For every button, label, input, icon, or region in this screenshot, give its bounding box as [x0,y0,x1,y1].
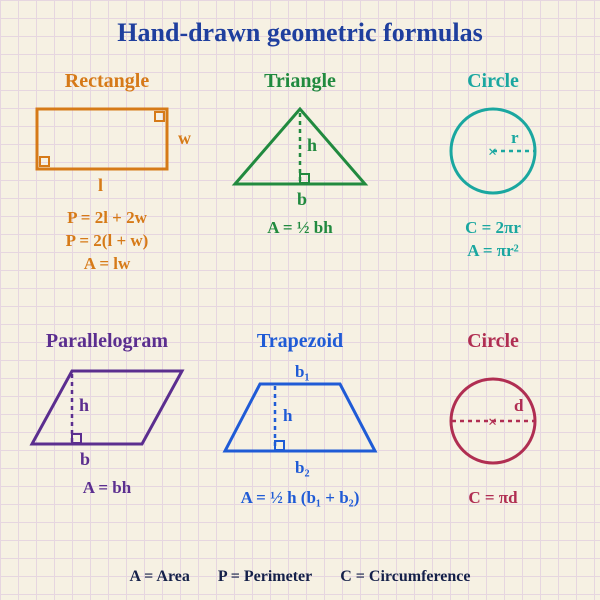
formula: A = πr² [398,240,588,263]
page-title: Hand-drawn geometric formulas [0,18,600,48]
formula: C = πd [398,487,588,510]
shape-circle-radius: Circle × r C = 2πr A = πr² [398,70,588,263]
legend-circumference: C = Circumference [340,568,470,585]
svg-text:r: r [511,128,519,147]
shape-circle-diameter: Circle × d C = πd [398,330,588,510]
svg-text:×: × [488,144,497,161]
parallelogram-figure: h b [17,359,197,469]
svg-text:l: l [98,175,103,195]
formula: A = ½ bh [205,217,395,240]
circle1-label: Circle [398,70,588,93]
shape-trapezoid: Trapezoid b₁ h b₂ A = ½ h (b₁ + b₂) [205,330,395,510]
circle2-label: Circle [398,330,588,353]
svg-text:h: h [307,135,317,155]
legend-perimeter: P = Perimeter [218,568,312,585]
svg-text:b: b [297,189,307,209]
parallelogram-label: Parallelogram [12,330,202,353]
circle2-figure: × d [418,359,568,479]
trapezoid-label: Trapezoid [205,330,395,353]
shape-parallelogram: Parallelogram h b A = bh [12,330,202,500]
circle1-formulas: C = 2πr A = πr² [398,217,588,263]
formula: P = 2(l + w) [12,230,202,253]
triangle-figure: h b [215,99,385,209]
formula: A = bh [12,477,202,500]
svg-text:h: h [79,395,89,415]
svg-text:b₁: b₁ [295,362,310,381]
formula: A = ½ h (b₁ + b₂) [205,487,395,510]
svg-text:b: b [80,449,90,469]
trapezoid-figure: b₁ h b₂ [205,359,395,479]
triangle-label: Triangle [205,70,395,93]
rectangle-figure: w l [22,99,192,199]
formula: A = lw [12,253,202,276]
triangle-formulas: A = ½ bh [205,217,395,240]
svg-text:b₂: b₂ [295,458,310,477]
legend-area: A = Area [129,568,189,585]
formula: P = 2l + 2w [12,207,202,230]
svg-text:×: × [488,414,497,431]
parallelogram-formulas: A = bh [12,477,202,500]
shape-rectangle: Rectangle w l P = 2l + 2w P = 2(l + w) A… [12,70,202,276]
circle1-figure: × r [418,99,568,209]
formula: C = 2πr [398,217,588,240]
circle2-formulas: C = πd [398,487,588,510]
rectangle-label: Rectangle [12,70,202,93]
svg-text:w: w [178,128,191,148]
svg-text:h: h [283,406,293,425]
svg-text:d: d [514,396,524,415]
rectangle-formulas: P = 2l + 2w P = 2(l + w) A = lw [12,207,202,276]
shape-triangle: Triangle h b A = ½ bh [205,70,395,240]
legend: A = Area P = Perimeter C = Circumference [0,568,600,586]
trapezoid-formulas: A = ½ h (b₁ + b₂) [205,487,395,510]
